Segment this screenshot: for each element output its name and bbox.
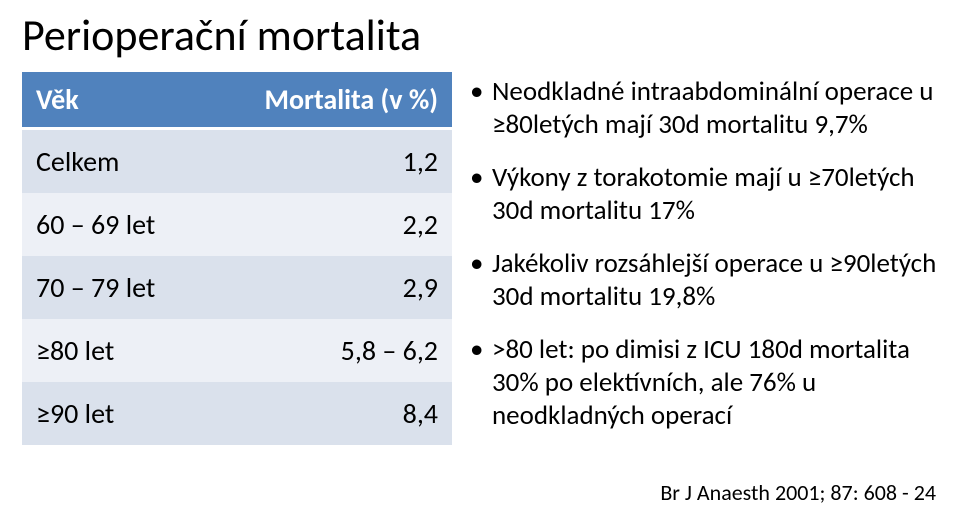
bullet-list: Neodkladné intraabdominální operace u ≥8…: [470, 76, 938, 432]
table-header-row: Věk Mortalita (v %): [22, 72, 452, 129]
slide-title: Perioperační mortalita: [22, 8, 938, 62]
cell-value: 5,8 – 6,2: [204, 319, 452, 382]
cell-age: ≥90 let: [22, 382, 204, 445]
content-row: Věk Mortalita (v %) Celkem 1,2 60 – 69 l…: [22, 72, 938, 452]
slide: Perioperační mortalita Věk Mortalita (v …: [0, 0, 960, 516]
bullet-item: Výkony z torakotomie mají u ≥70letých 30…: [470, 162, 938, 228]
mortality-table-wrap: Věk Mortalita (v %) Celkem 1,2 60 – 69 l…: [22, 72, 452, 452]
cell-age: 70 – 79 let: [22, 256, 204, 319]
cell-age: 60 – 69 let: [22, 193, 204, 256]
cell-age: ≥80 let: [22, 319, 204, 382]
table-row: 70 – 79 let 2,9: [22, 256, 452, 319]
mortality-table: Věk Mortalita (v %) Celkem 1,2 60 – 69 l…: [22, 72, 452, 445]
bullet-item: Neodkladné intraabdominální operace u ≥8…: [470, 76, 938, 142]
table-row: Celkem 1,2: [22, 129, 452, 194]
table-row: 60 – 69 let 2,2: [22, 193, 452, 256]
bullet-item: >80 let: po dimisi z ICU 180d mortalita …: [470, 334, 938, 433]
cell-value: 8,4: [204, 382, 452, 445]
cell-value: 2,9: [204, 256, 452, 319]
table-row: ≥80 let 5,8 – 6,2: [22, 319, 452, 382]
cell-age: Celkem: [22, 129, 204, 194]
bullet-list-wrap: Neodkladné intraabdominální operace u ≥8…: [470, 72, 938, 452]
cell-value: 1,2: [204, 129, 452, 194]
col-mortality: Mortalita (v %): [204, 72, 452, 129]
table-row: ≥90 let 8,4: [22, 382, 452, 445]
bullet-item: Jakékoliv rozsáhlejší operace u ≥90letýc…: [470, 248, 938, 314]
citation: Br J Anaesth 2001; 87: 608 - 24: [660, 479, 936, 506]
col-age: Věk: [22, 72, 204, 129]
cell-value: 2,2: [204, 193, 452, 256]
